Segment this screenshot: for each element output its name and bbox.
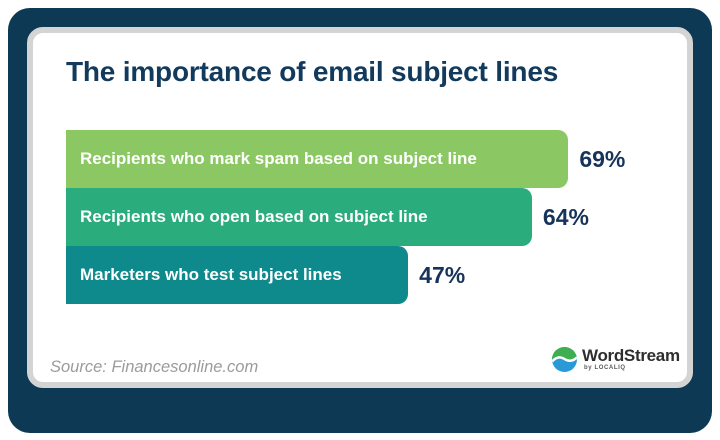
brand-byline: by LOCALIQ (584, 365, 626, 371)
bar-label: Recipients who open based on subject lin… (80, 207, 428, 226)
bar-value: 47% (419, 261, 466, 288)
bar: Recipients who open based on subject lin… (66, 188, 532, 246)
bar: Recipients who mark spam based on subjec… (66, 130, 569, 188)
brand-logo: WordStream by LOCALIQ (552, 346, 680, 372)
brand-name: WordStream (582, 346, 680, 365)
brand-text: WordStream by LOCALIQ (582, 346, 680, 371)
source-note: Source: Financesonline.com (50, 358, 259, 376)
bar-value: 64% (542, 203, 589, 230)
chart-title: The importance of email subject lines (66, 56, 559, 87)
bar-label: Marketers who test subject lines (80, 265, 342, 284)
bar-value: 69% (579, 145, 626, 172)
bar-row: Recipients who mark spam based on subjec… (66, 130, 720, 188)
bar-row: Recipients who open based on subject lin… (66, 188, 720, 246)
bar-chart: Recipients who mark spam based on subjec… (66, 130, 720, 304)
bar: Marketers who test subject lines (66, 246, 409, 304)
bar-label: Recipients who mark spam based on subjec… (80, 149, 477, 168)
bar-row: Marketers who test subject lines 47% (66, 246, 720, 304)
wave-circle-icon (552, 347, 577, 372)
